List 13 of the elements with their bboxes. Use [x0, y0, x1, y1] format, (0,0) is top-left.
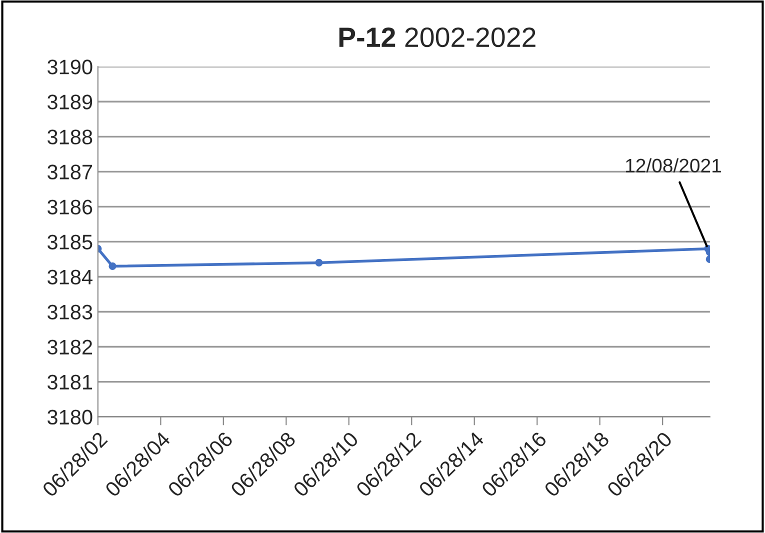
chart-title: P-12 2002-2022	[339, 27, 536, 48]
y-tick-label: 3186	[48, 200, 92, 214]
y-tick-label: 3187	[48, 164, 92, 180]
y-tick-label: 3183	[48, 304, 92, 320]
y-tick-label: 3185	[48, 234, 92, 250]
annotation: 12/08/2021	[626, 158, 721, 173]
y-tick-label: 3189	[48, 94, 92, 110]
y-tick-label: 3188	[48, 130, 92, 144]
y-tick-label: 3184	[48, 270, 92, 284]
y-tick-label: 3180	[48, 410, 92, 425]
y-tick-label: 3182	[48, 340, 92, 355]
y-tick-label: 3181	[48, 374, 92, 390]
y-tick-label: 3190	[48, 60, 92, 74]
